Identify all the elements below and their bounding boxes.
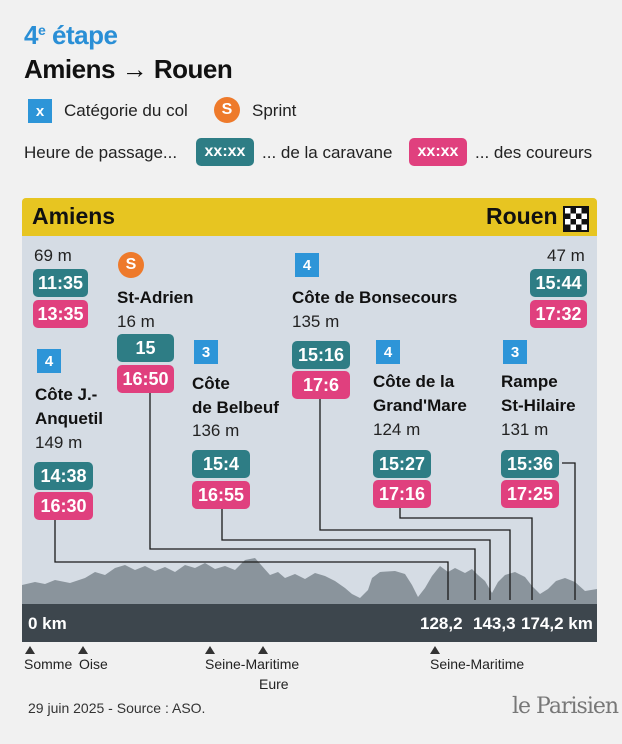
climb-altitude: 135 m	[292, 312, 340, 331]
finish-coureurs-time: 17:32	[530, 300, 587, 328]
coureurs-time: 17:6	[292, 371, 350, 399]
connector-anquetil	[54, 519, 449, 600]
climb-name: Côte J.-	[35, 385, 98, 404]
category-badge: 3	[503, 340, 527, 364]
climb-name: Côte	[192, 374, 230, 393]
department-label: Seine-Maritime	[205, 656, 300, 672]
climb-name: Anquetil	[35, 409, 103, 428]
department-label: Somme	[24, 656, 73, 672]
department-label: Oise	[79, 656, 108, 672]
coureurs-legend-pill: xx:xx	[409, 138, 467, 166]
coureurs-time: 16:55	[192, 481, 250, 509]
caravane-time: 15:36	[501, 450, 559, 478]
category-legend-icon: x	[28, 99, 52, 123]
start-altitude: 69 m	[34, 246, 72, 265]
caravane-legend-label: ... de la caravane	[262, 143, 393, 162]
connector-st-adrien	[149, 393, 476, 600]
km-end: 174,2 km	[521, 614, 593, 633]
category-badge: 4	[376, 340, 400, 364]
finish-city: Rouen	[486, 203, 558, 229]
stage-title: 4e étape	[24, 20, 118, 50]
connector-belbeuf	[221, 508, 491, 600]
elevation-silhouette	[22, 558, 597, 604]
department-label: Eure	[259, 676, 289, 692]
finish-caravane-time: 15:44	[530, 269, 587, 297]
km-marker: 143,3	[473, 614, 516, 633]
route-banner	[22, 198, 597, 236]
department-marker-icon	[205, 646, 215, 654]
category-legend-label: Catégorie du col	[64, 101, 188, 120]
start-city: Amiens	[32, 203, 116, 229]
finish-altitude: 47 m	[547, 246, 585, 265]
coureurs-time: 16:30	[34, 492, 93, 520]
category-badge: 4	[37, 349, 61, 373]
category-badge: 3	[194, 340, 218, 364]
department-marker-icon	[258, 646, 268, 654]
sprint-badge: S	[118, 252, 144, 278]
connector-bonsecours	[319, 395, 511, 600]
category-badge: 4	[295, 253, 319, 277]
connector-st-hilaire	[562, 462, 576, 600]
climb-altitude: 131 m	[501, 420, 549, 439]
caravane-time: 14:38	[34, 462, 93, 490]
climb-name: St-Hilaire	[501, 396, 576, 415]
climb-altitude: 124 m	[373, 420, 421, 439]
climb-altitude: 16 m	[117, 312, 155, 331]
connector-grandmare	[399, 505, 533, 600]
department-marker-icon	[25, 646, 35, 654]
checkered-flag-icon	[563, 206, 589, 232]
climb-altitude: 149 m	[35, 433, 83, 452]
climb-name: Rampe	[501, 372, 558, 391]
publisher-logo: le Parisien	[512, 694, 619, 719]
caravane-time: 15:27	[373, 450, 431, 478]
km-marker: 128,2	[420, 614, 463, 633]
caravane-time: 15:16	[292, 341, 350, 369]
coureurs-time: 16:50	[117, 365, 174, 393]
department-marker-icon	[78, 646, 88, 654]
sprint-legend-icon: S	[214, 97, 240, 123]
caravane-legend-pill: xx:xx	[196, 138, 254, 166]
climb-altitude: 136 m	[192, 421, 240, 440]
distance-axis	[22, 604, 597, 642]
coureurs-legend-label: ... des coureurs	[475, 143, 593, 162]
start-caravane-time: 11:35	[33, 269, 88, 297]
source-note: 29 juin 2025 - Source : ASO.	[28, 700, 206, 716]
department-label: Seine-Maritime	[430, 656, 525, 672]
coureurs-time: 17:25	[501, 480, 559, 508]
climb-name: Côte de la	[373, 372, 455, 391]
sprint-legend-label: Sprint	[252, 101, 297, 120]
start-coureurs-time: 13:35	[33, 300, 88, 328]
coureurs-time: 17:16	[373, 480, 431, 508]
climb-name: de Belbeuf	[192, 398, 279, 417]
department-marker-icon	[430, 646, 440, 654]
climb-name: St-Adrien	[117, 288, 194, 307]
climb-name: Côte de Bonsecours	[292, 288, 458, 307]
passage-legend-label: Heure de passage...	[24, 143, 178, 162]
climb-name: Grand'Mare	[373, 396, 467, 415]
km-start: 0 km	[28, 614, 67, 633]
route-title: Amiens → Rouen	[24, 54, 233, 84]
caravane-time: 15:4	[192, 450, 250, 478]
caravane-time: 15	[117, 334, 174, 362]
